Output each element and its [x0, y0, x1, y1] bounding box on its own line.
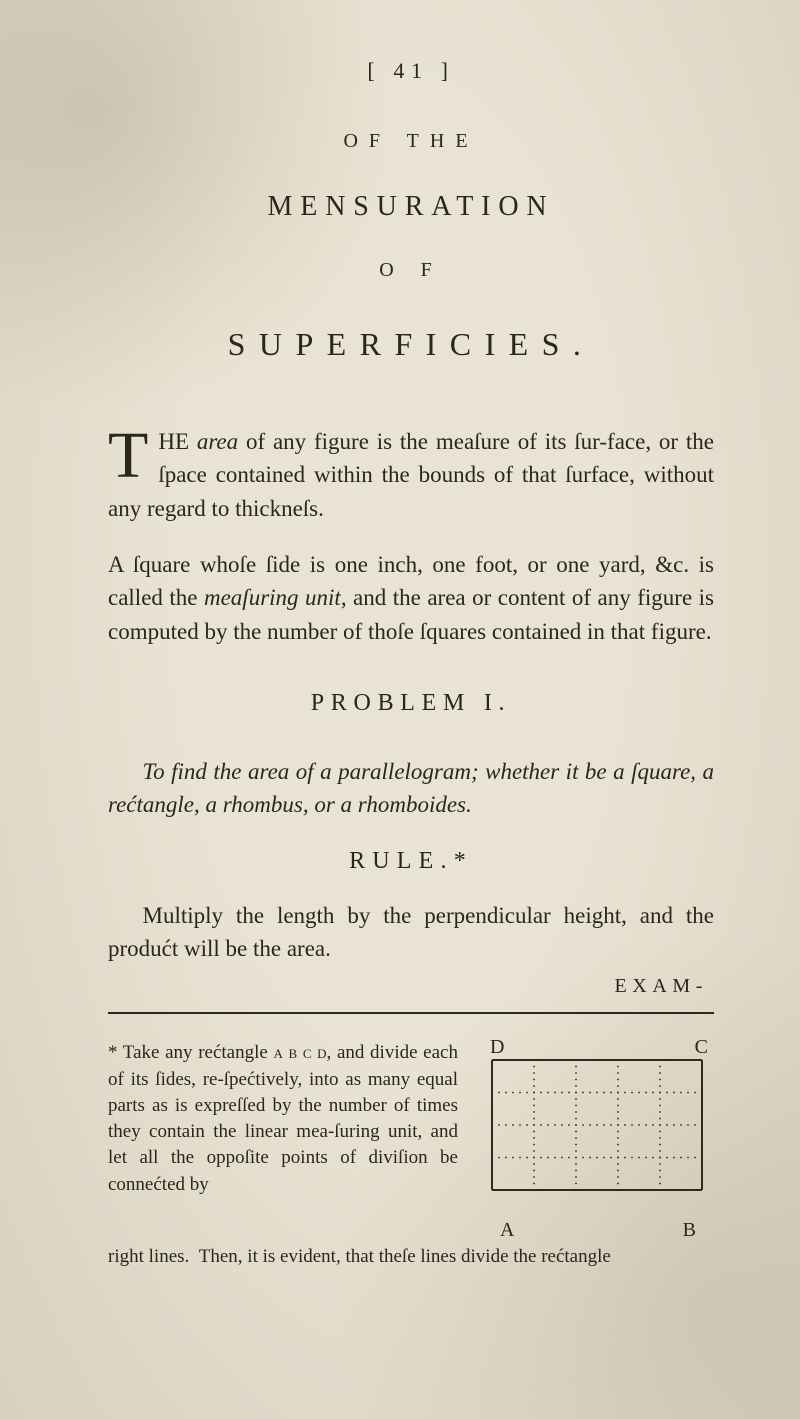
page-number: [ 41 ] [108, 58, 714, 84]
diagram-svg [476, 1040, 714, 1210]
paragraph-1: T HE area of any figure is the meaſure o… [108, 425, 714, 525]
diagram-label-c: C [695, 1036, 708, 1059]
paragraph-2: A ſquare whoſe ſide is one inch, one foo… [108, 548, 714, 648]
rule-heading: RULE.* [108, 848, 714, 875]
heading-mensuration: MENSURATION [108, 191, 714, 223]
diagram-label-d: D [490, 1036, 504, 1059]
footnote-text: * Take any rećtangle a b c d, and divide… [108, 1040, 458, 1197]
exam-catchword: EXAM- [108, 975, 714, 998]
diagram-label-b: B [683, 1219, 696, 1242]
footnote-continuation: right lines. Then, it is evident, that t… [108, 1244, 714, 1270]
rule-body: Multiply the length by the perpendicular… [108, 899, 714, 966]
problem-heading: PROBLEM I. [108, 690, 714, 717]
heading-superficies: SUPERFICIES. [108, 326, 714, 363]
footnote-block: * Take any rećtangle a b c d, and divide… [108, 1040, 714, 1240]
dropcap-t: T [108, 425, 158, 483]
heading-of: O F [108, 259, 714, 282]
paragraph-1-text: HE area of any figure is the meaſure of … [108, 429, 714, 521]
problem-statement: To find the area of a parallelogram; whe… [108, 755, 714, 822]
heading-of-the: OF THE [108, 130, 714, 153]
diagram-label-a: A [500, 1219, 514, 1242]
rectangle-diagram: D C A B [476, 1040, 714, 1240]
divider [108, 1012, 714, 1014]
